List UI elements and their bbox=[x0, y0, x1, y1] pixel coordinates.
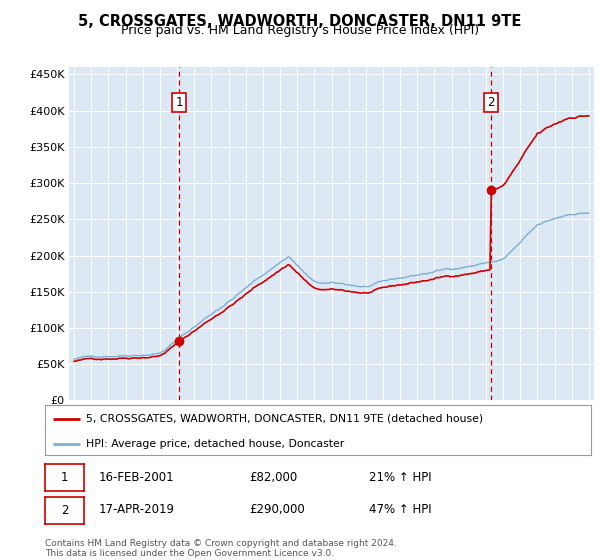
Text: 5, CROSSGATES, WADWORTH, DONCASTER, DN11 9TE (detached house): 5, CROSSGATES, WADWORTH, DONCASTER, DN11… bbox=[86, 414, 483, 424]
Text: 17-APR-2019: 17-APR-2019 bbox=[99, 503, 175, 516]
Text: £290,000: £290,000 bbox=[249, 503, 305, 516]
Text: 2: 2 bbox=[61, 503, 68, 517]
Text: 1: 1 bbox=[175, 96, 183, 109]
Text: HPI: Average price, detached house, Doncaster: HPI: Average price, detached house, Donc… bbox=[86, 439, 344, 449]
Text: 47% ↑ HPI: 47% ↑ HPI bbox=[369, 503, 431, 516]
Text: £82,000: £82,000 bbox=[249, 470, 297, 484]
Text: Price paid vs. HM Land Registry's House Price Index (HPI): Price paid vs. HM Land Registry's House … bbox=[121, 24, 479, 37]
Text: 5, CROSSGATES, WADWORTH, DONCASTER, DN11 9TE: 5, CROSSGATES, WADWORTH, DONCASTER, DN11… bbox=[79, 14, 521, 29]
Text: Contains HM Land Registry data © Crown copyright and database right 2024.
This d: Contains HM Land Registry data © Crown c… bbox=[45, 539, 397, 558]
Text: 1: 1 bbox=[61, 471, 68, 484]
Text: 2: 2 bbox=[487, 96, 494, 109]
Text: 21% ↑ HPI: 21% ↑ HPI bbox=[369, 470, 431, 484]
Text: 16-FEB-2001: 16-FEB-2001 bbox=[99, 470, 175, 484]
